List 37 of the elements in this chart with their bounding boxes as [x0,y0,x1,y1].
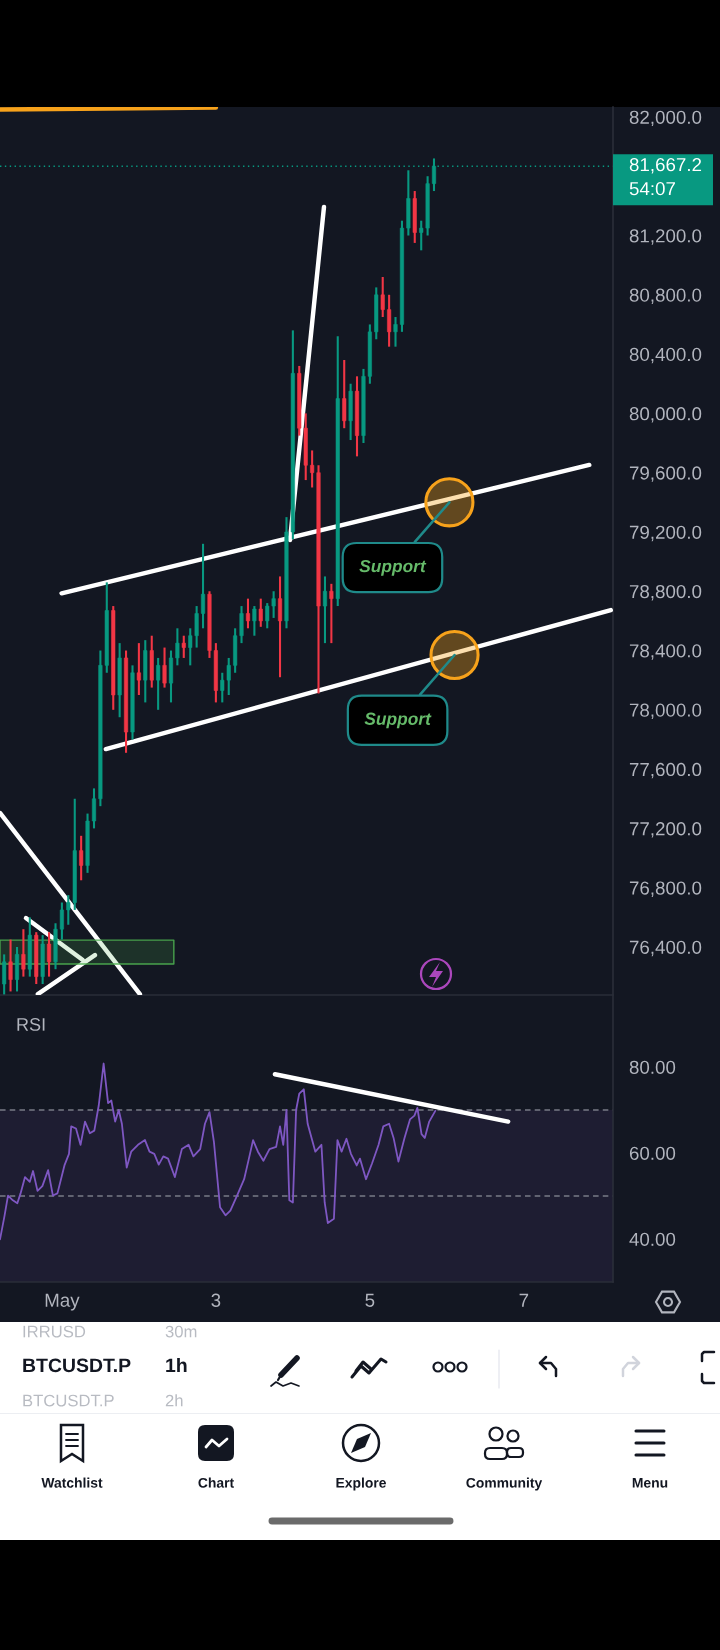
x-tick-label: 5 [365,1293,375,1307]
annotation: Support [359,559,427,576]
text: 54:07 [629,182,675,196]
text: 2h [165,1394,183,1407]
y-tick-label: 80,400.0 [629,347,702,364]
y-tick-label: 40.00 [629,1232,676,1246]
text: BTCUSDT.P [23,1358,131,1373]
x-tick-label: 7 [519,1293,529,1307]
y-tick-label: 60.00 [629,1146,676,1160]
y-tick-label: 81,200.0 [629,229,702,245]
y-tick-label: 77,600.0 [629,762,702,779]
y-tick-label: 79,200.0 [629,525,702,542]
y-tick-label: 82,000.0 [629,110,702,127]
y-tick-label: 78,800.0 [629,584,702,601]
text: BTCUSDT.P [23,1394,114,1407]
y-tick-label: 76,800.0 [629,881,702,897]
text: RSI [17,1018,45,1031]
y-tick-label: 78,000.0 [629,703,702,720]
text: Chart [198,1477,234,1488]
text: Watchlist [41,1477,103,1488]
y-tick-label: 80,800.0 [629,288,702,304]
text: 1h [166,1357,187,1373]
text: Explore [336,1477,386,1491]
x-tick-label: 3 [211,1293,221,1307]
annotation: Support [364,712,432,729]
text: 30m [165,1325,197,1338]
ref-line-label: 81,667.2 [629,158,702,174]
text: IRRUSD [23,1325,86,1338]
y-tick-label: 76,400.0 [629,940,702,957]
y-tick-label: 79,600.0 [629,466,702,482]
x-tick-label: May [45,1293,80,1311]
y-tick-label: 78,400.0 [629,644,702,660]
y-tick-label: 77,200.0 [629,822,702,838]
y-tick-label: 80,000.0 [629,407,702,423]
text: Community [466,1477,543,1491]
y-tick-label: 80.00 [629,1060,676,1074]
text: Menu [632,1478,668,1488]
